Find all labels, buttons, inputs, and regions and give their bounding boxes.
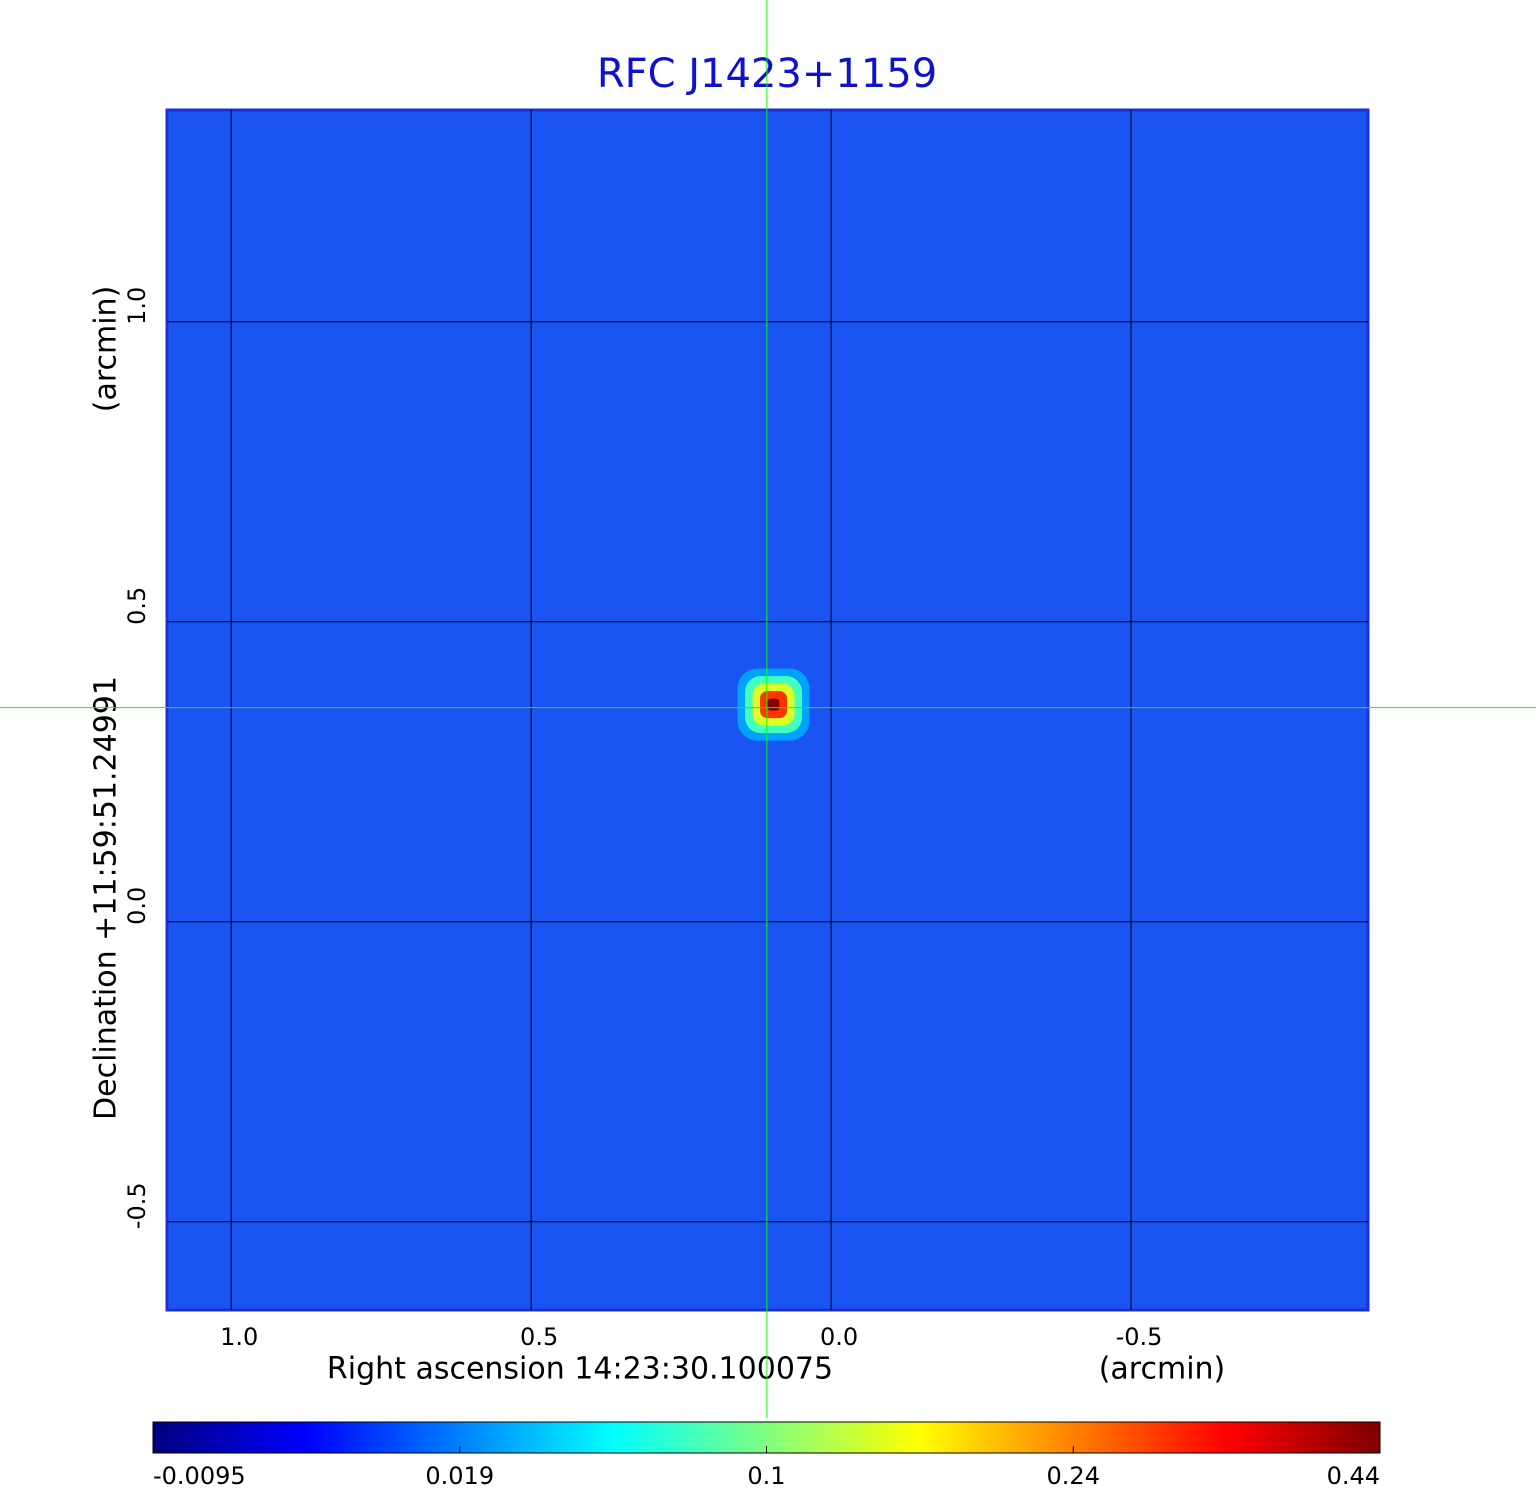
y-axis-label: Declination +11:59:51.24991 — [89, 676, 124, 1120]
colorbar-tick-label: 0.24 — [1047, 1462, 1100, 1490]
x-axis-label: Right ascension 14:23:30.100075 — [327, 1352, 833, 1387]
y-axis-unit: (arcmin) — [89, 286, 124, 413]
x-tick-label: -0.5 — [1116, 1323, 1163, 1351]
colorbar-tick-label: 0.1 — [747, 1462, 785, 1490]
x-tick-label: 0.5 — [520, 1323, 558, 1351]
colorbar-tick-label: -0.0095 — [153, 1462, 246, 1490]
colorbar-tick-label: 0.019 — [425, 1462, 494, 1490]
y-tick-label: 0.0 — [123, 887, 151, 925]
y-tick-label: 1.0 — [123, 287, 151, 325]
x-tick-label: 0.0 — [820, 1323, 858, 1351]
y-tick-label: -0.5 — [123, 1182, 151, 1229]
y-tick-label: 0.5 — [123, 587, 151, 625]
x-axis-unit: (arcmin) — [1099, 1352, 1226, 1387]
source-level — [767, 698, 780, 711]
colorbar-tick-label: 0.44 — [1327, 1462, 1380, 1490]
x-tick-label: 1.0 — [220, 1323, 258, 1351]
